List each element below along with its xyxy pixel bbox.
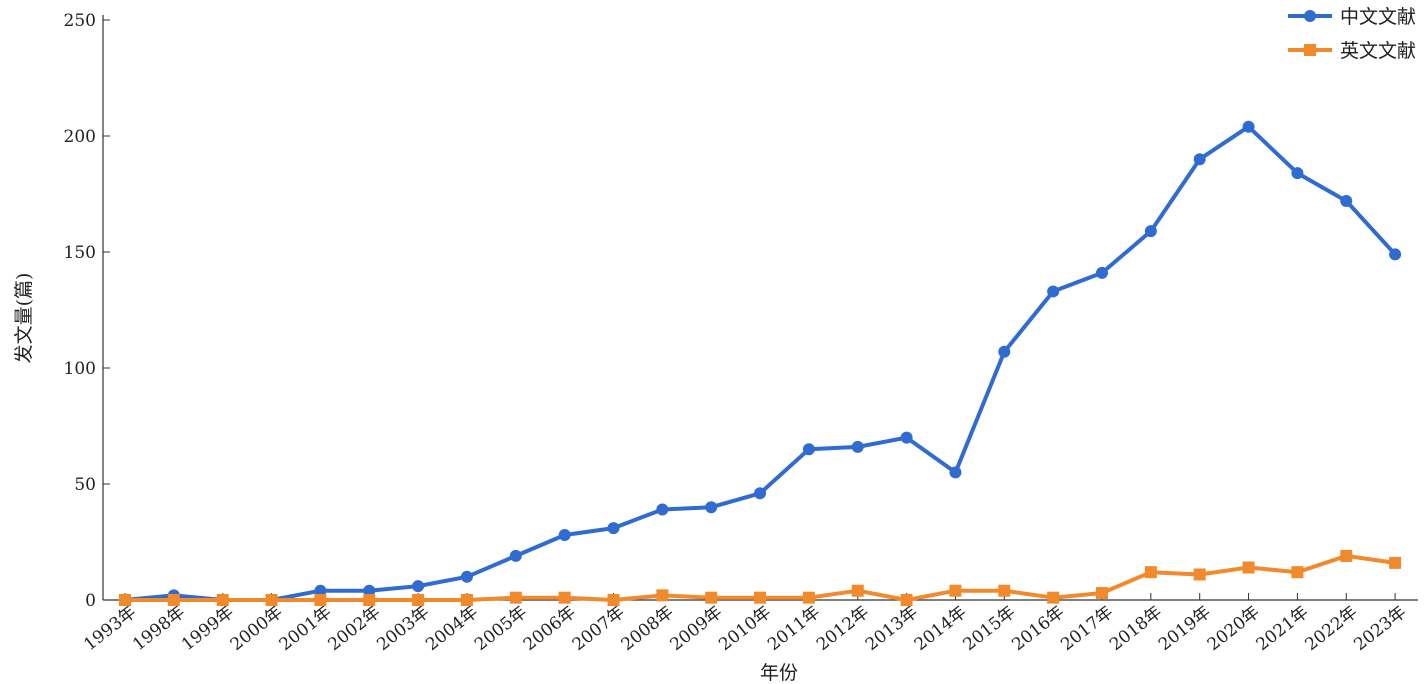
x-axis-title: 年份: [760, 662, 798, 684]
x-tick-label: 2001年: [276, 602, 336, 655]
data-point: [363, 594, 376, 606]
data-point: [509, 591, 522, 604]
data-point: [558, 591, 571, 604]
data-point: [1340, 194, 1353, 207]
data-point: [1242, 120, 1255, 133]
data-point: [1291, 566, 1304, 579]
x-tick-label: 2002年: [325, 602, 385, 655]
x-tick-label: 2015年: [960, 602, 1020, 655]
y-tick-label: 0: [85, 591, 96, 611]
x-tick-label: 2016年: [1008, 602, 1068, 655]
data-point: [1047, 591, 1060, 604]
data-point: [802, 591, 815, 604]
data-point: [1242, 561, 1255, 574]
x-tick-label: 2006年: [520, 602, 580, 655]
legend-label: 中文文献: [1340, 6, 1416, 28]
data-point: [1389, 248, 1402, 261]
y-tick-label: 50: [74, 475, 96, 495]
x-tick-label: 2011年: [764, 602, 824, 655]
data-point: [119, 594, 131, 606]
y-tick-label: 100: [64, 359, 96, 379]
data-point: [754, 591, 767, 604]
y-tick-label: 200: [64, 127, 96, 147]
data-point: [607, 522, 620, 535]
x-tick-label: 2007年: [569, 602, 629, 655]
data-point: [998, 345, 1011, 358]
x-tick-label: 2022年: [1302, 602, 1362, 655]
data-point: [167, 594, 180, 606]
y-tick-label: 250: [64, 11, 96, 31]
data-point: [1096, 266, 1108, 279]
data-point: [509, 549, 522, 562]
data-point: [1193, 568, 1206, 581]
data-point: [851, 440, 864, 453]
data-point: [314, 584, 327, 597]
x-tick-label: 2008年: [618, 602, 678, 655]
data-point: [802, 443, 815, 456]
data-point: [949, 584, 962, 597]
data-point: [607, 594, 620, 606]
x-tick-label: 2017年: [1057, 602, 1117, 655]
data-point: [900, 594, 913, 606]
series-2: [119, 549, 1402, 606]
data-point: [412, 594, 425, 606]
data-point: [1389, 556, 1402, 569]
legend-label: 英文文献: [1340, 40, 1416, 62]
legend-marker: [1304, 10, 1316, 22]
data-point: [705, 501, 718, 514]
x-tick-label: 2013年: [862, 602, 922, 655]
data-point: [851, 584, 864, 597]
y-tick-label: 150: [64, 243, 96, 263]
data-point: [1291, 167, 1304, 180]
x-tick-label: 2004年: [422, 602, 482, 655]
data-point: [1340, 549, 1353, 562]
x-tick-label: 2018年: [1106, 602, 1166, 655]
data-point: [558, 529, 571, 542]
data-point: [363, 584, 376, 597]
data-point: [412, 580, 425, 593]
data-point: [460, 570, 473, 583]
x-tick-label: 1998年: [129, 602, 189, 655]
x-tick-label: 2023年: [1350, 602, 1410, 655]
x-tick-label: 2000年: [227, 602, 287, 655]
data-point: [1193, 153, 1206, 166]
data-point: [265, 594, 278, 606]
axes: [102, 15, 1418, 601]
x-tick-label: 2021年: [1253, 602, 1313, 655]
data-point: [1047, 285, 1060, 298]
legend-marker: [1304, 44, 1316, 56]
x-tick-label: 1999年: [178, 602, 238, 655]
data-point: [656, 589, 669, 602]
data-point: [998, 584, 1011, 597]
x-tick-label: 2019年: [1155, 602, 1215, 655]
x-tick-label: 2014年: [911, 602, 971, 655]
series-layer: [119, 120, 1402, 606]
x-tick-label: 2003年: [373, 602, 433, 655]
data-point: [1144, 566, 1157, 579]
series-1: [119, 120, 1402, 606]
data-point: [656, 503, 669, 516]
x-tick-label: 2012年: [813, 602, 873, 655]
data-point: [1096, 587, 1108, 600]
x-tick-label: 2005年: [471, 602, 531, 655]
data-point: [1144, 225, 1157, 238]
data-point: [754, 487, 767, 500]
legend-item: 英文文献: [1288, 40, 1416, 62]
series-line: [123, 124, 1398, 602]
data-point: [705, 591, 718, 604]
data-point: [314, 594, 327, 606]
y-ticks: 0 50 100 150 200 250: [64, 11, 110, 611]
x-tick-label: 2020年: [1204, 602, 1264, 655]
x-tick-label: 2009年: [666, 602, 726, 655]
data-point: [900, 431, 913, 444]
y-axis-title: 发文量(篇): [13, 273, 35, 364]
x-ticks: 1993年1998年1999年2000年2001年2002年2003年2004年…: [80, 593, 1410, 655]
x-tick-label: 2010年: [715, 602, 775, 655]
legend-item: 中文文献: [1288, 6, 1416, 28]
data-point: [460, 594, 473, 606]
data-point: [949, 466, 962, 479]
data-point: [216, 594, 229, 606]
